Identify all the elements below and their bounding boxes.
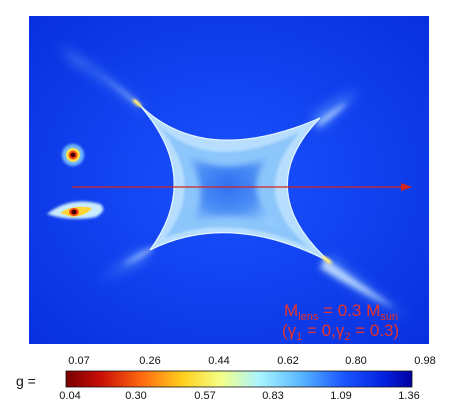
colorbar-label: g = <box>16 373 36 389</box>
colorbar-top-tick: 0.62 <box>277 355 299 367</box>
colorbar-top-tick: 0.44 <box>208 355 230 367</box>
colorbar-top-tick: 0.26 <box>139 355 161 367</box>
lensed-image-round <box>62 144 84 166</box>
colorbar-bottom-tick: 0.57 <box>194 390 216 402</box>
cusp-highlights <box>132 98 332 265</box>
caustic-tails <box>70 55 395 308</box>
colorbar-bottom-tick: 1.36 <box>398 390 420 402</box>
lensed-image-arc <box>47 201 104 219</box>
colorbar-bottom-tick: 0.30 <box>125 390 147 402</box>
colorbar-bottom-tick: 0.83 <box>262 390 284 402</box>
shear-annotation: (γ1 = 0,γ2 = 0.3) <box>282 321 400 343</box>
caustic-core <box>178 145 278 226</box>
colorbar-top-tick: 0.80 <box>345 355 367 367</box>
colorbar-bottom-tick: 0.04 <box>59 390 81 402</box>
colorbar-top-tick: 0.98 <box>414 355 436 367</box>
colorbar-bottom-tick: 1.09 <box>330 390 352 402</box>
lens-mass-annotation: Mlens = 0.3 Msun <box>284 301 398 323</box>
colorbar-top-tick: 0.07 <box>68 355 90 367</box>
source-track-arrow <box>72 183 412 191</box>
colorbar <box>65 370 413 388</box>
